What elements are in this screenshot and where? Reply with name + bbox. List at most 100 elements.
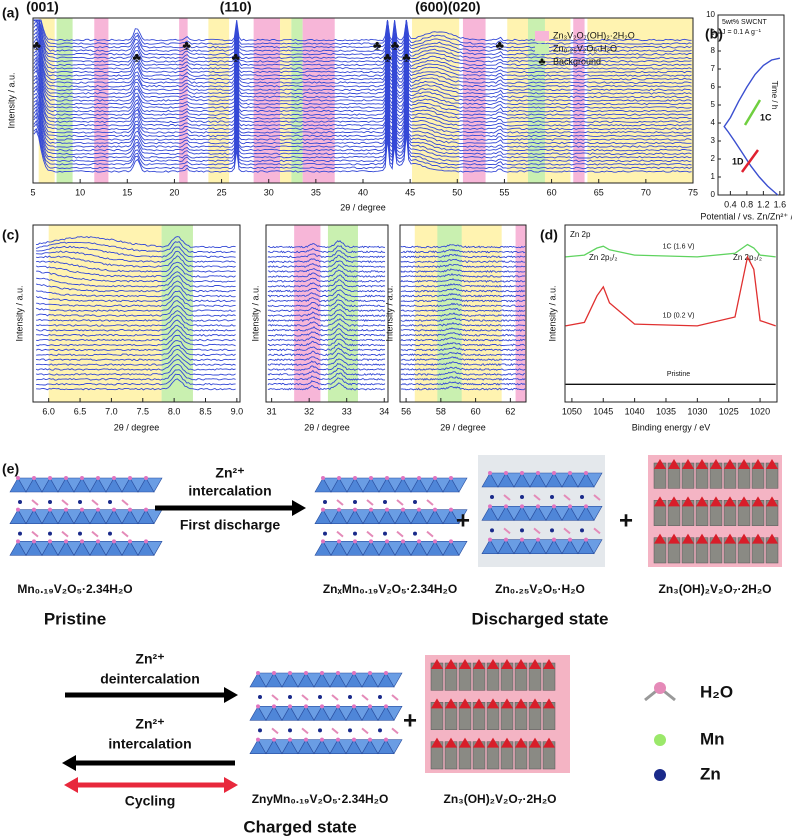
xrd-pattern (400, 258, 526, 263)
xrd-pattern (400, 327, 526, 332)
state-label: Pristine (44, 609, 106, 628)
highlight-band (161, 225, 193, 402)
oxygen (128, 476, 132, 480)
xrd-pattern (267, 293, 386, 303)
x-tick-label: 30 (264, 187, 274, 197)
xrd-pattern (33, 19, 692, 60)
water (271, 694, 279, 701)
xrd-pattern (36, 349, 236, 362)
x-tick-label: 56 (401, 406, 411, 416)
x-tick-label: 58 (436, 406, 446, 416)
x-tick-label: 35 (311, 187, 321, 197)
x-tick-label: 65 (594, 187, 604, 197)
legend-swatch (535, 31, 549, 41)
oxygen (321, 507, 325, 512)
water (301, 727, 309, 735)
zn-ion (353, 500, 357, 504)
oxygen (568, 537, 572, 542)
zn-ion (383, 500, 387, 504)
water-icon (654, 682, 666, 694)
oxygen (552, 504, 556, 509)
oxygen (385, 539, 389, 544)
xrd-pattern (35, 359, 236, 371)
v-polyhedron (696, 459, 708, 469)
oxygen (112, 476, 116, 480)
oxygen (272, 704, 276, 709)
v-polyhedron (487, 737, 499, 748)
x-tick-label: 6.0 (42, 406, 55, 416)
xrd-pattern (33, 56, 692, 99)
zn-ion (323, 531, 327, 536)
xrd-pattern (35, 334, 236, 347)
xrd-pattern (33, 108, 692, 152)
v-polyhedron (654, 459, 666, 469)
v-polyhedron (766, 496, 778, 507)
oxygen (520, 471, 524, 475)
oxygen (417, 507, 421, 512)
xrd-pattern (33, 53, 692, 95)
xrd-pattern (267, 372, 385, 381)
xrd-pattern (400, 244, 526, 249)
zn-ion (490, 528, 494, 533)
panel-label: (d) (540, 227, 558, 243)
ion-label: Zn²⁺ (135, 716, 164, 732)
vo-polyhedron (450, 477, 468, 493)
water (31, 499, 39, 506)
oxygen (520, 504, 524, 509)
xrd-pattern (400, 346, 525, 352)
water (121, 530, 129, 538)
oxygen (384, 704, 388, 709)
formula: Zn₀.₂₅V₂O₅·H₂O (495, 582, 585, 596)
xrd-pattern (35, 241, 236, 254)
xrd-pattern (33, 19, 692, 46)
oxygen (520, 537, 524, 542)
water (533, 494, 541, 501)
oxygen (504, 504, 508, 509)
zn-ion (378, 728, 382, 733)
y-tick-label: 3 (711, 136, 716, 145)
water (121, 499, 129, 506)
zn-ion (383, 531, 387, 536)
formula: Zn₃(OH)₂V₂O₇·2H₂O (443, 792, 556, 806)
xrd-pattern (400, 283, 526, 288)
arrow-1d (740, 149, 760, 173)
oxygen (272, 737, 276, 742)
zn-ion (18, 500, 22, 504)
water (31, 530, 39, 538)
xrd-pattern (400, 321, 526, 327)
highlight-band (56, 18, 73, 183)
oxygen (321, 539, 325, 544)
oxygen (584, 537, 588, 542)
background-marker: ♣ (495, 37, 504, 52)
v-polyhedron (752, 459, 764, 469)
step-label: Cycling (125, 793, 176, 809)
water (396, 499, 404, 506)
highlight-band (48, 225, 162, 402)
xrd-pattern (33, 19, 692, 63)
water (503, 527, 511, 535)
oxygen (352, 737, 356, 742)
zn-ion (48, 531, 52, 536)
oxygen (112, 507, 116, 512)
y-axis-label: Intensity / a.u. (547, 285, 557, 341)
legend-label: Mn (700, 729, 725, 748)
zn-ion (108, 531, 112, 536)
zn-ion (288, 695, 292, 699)
x-tick-label: 40 (358, 187, 368, 197)
xrd-pattern (33, 105, 692, 148)
oxygen (144, 539, 148, 544)
oxygen (128, 507, 132, 512)
x-tick-label: 70 (641, 187, 651, 197)
xrd-pattern (33, 99, 692, 141)
xrd-pattern (33, 49, 692, 92)
background-marker: ♣ (132, 49, 141, 64)
oxygen (144, 507, 148, 512)
oxygen (369, 476, 373, 480)
v-polyhedron (654, 533, 666, 544)
xrd-pattern (267, 284, 386, 293)
v-polyhedron (738, 533, 750, 544)
plot-frame (265, 224, 389, 403)
v-polyhedron (543, 659, 555, 669)
oxygen (48, 476, 52, 480)
y-tick-label: 10 (706, 10, 715, 19)
